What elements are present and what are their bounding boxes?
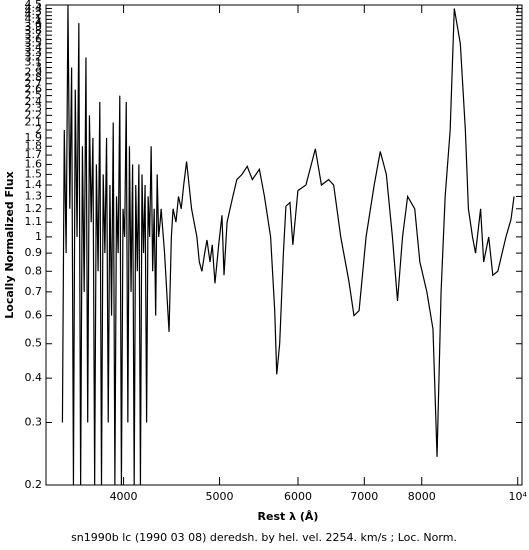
y-tick-label: 4.3 xyxy=(25,5,43,18)
y-tick-label: 4.1 xyxy=(25,12,43,25)
y-tick-label: 4.4 xyxy=(25,1,43,14)
x-tick-label: 4000 xyxy=(110,490,138,503)
y-tick-label: 3 xyxy=(35,61,42,74)
y-tick-label: 1 xyxy=(35,230,42,243)
x-tick-label: 7000 xyxy=(350,490,378,503)
y-tick-label: 2.4 xyxy=(25,95,43,108)
y-tick-label: 2.3 xyxy=(25,101,43,114)
spectrum-line xyxy=(61,5,515,485)
y-tick-label: 1.4 xyxy=(25,178,43,191)
x-tick-label: 10⁴ xyxy=(509,490,528,503)
y-tick-label: 1.6 xyxy=(25,157,43,170)
y-tick-label: 2.2 xyxy=(25,108,43,121)
y-tick-label: 3.4 xyxy=(25,41,43,54)
y-tick-label: 1.2 xyxy=(25,202,43,215)
y-tick-label: 2 xyxy=(35,123,42,136)
y-tick-label: 2.9 xyxy=(25,66,43,79)
y-tick-label: 1.9 xyxy=(25,131,43,144)
y-tick-label: 3.9 xyxy=(25,20,43,33)
y-tick-label: 0.2 xyxy=(25,478,43,491)
y-tick-label: 2.6 xyxy=(25,83,43,96)
x-tick-label: 6000 xyxy=(284,490,312,503)
y-tick-label: 0.5 xyxy=(25,337,43,350)
x-tick-label: 5000 xyxy=(206,490,234,503)
plot-area xyxy=(61,5,515,485)
y-tick-label: 2.8 xyxy=(25,71,43,84)
y-tick-label: 0.3 xyxy=(25,415,43,428)
y-tick-label: 2.1 xyxy=(25,115,43,128)
plot-frame xyxy=(45,4,523,486)
y-tick-label: 2.7 xyxy=(25,77,43,90)
y-tick-label: 0.6 xyxy=(25,309,43,322)
y-tick-label: 4 xyxy=(35,16,42,29)
y-tick-label: 3.3 xyxy=(25,46,43,59)
caption: sn1990b lc (1990 03 08) deredsh. by hel.… xyxy=(71,531,457,544)
y-tick-label: 0.7 xyxy=(25,285,43,298)
y-tick-label: 4.2 xyxy=(25,9,43,22)
y-tick-label: 1.1 xyxy=(25,215,43,228)
x-axis-label: Rest λ (Å) xyxy=(258,510,319,523)
y-tick-label: 3.6 xyxy=(25,32,43,45)
y-tick-label: 2.5 xyxy=(25,89,43,102)
y-tick-label: 3.7 xyxy=(25,28,43,41)
y-tick-label: 0.4 xyxy=(25,371,43,384)
y-tick-label: 3.1 xyxy=(25,55,43,68)
y-tick-label: 4.5 xyxy=(25,0,43,11)
y-axis-label: Locally Normalized Flux xyxy=(3,171,16,318)
y-tick-label: 1.8 xyxy=(25,139,43,152)
y-tick-label: 1.3 xyxy=(25,189,43,202)
x-tick-label: 8000 xyxy=(408,490,436,503)
y-tick-label: 1.5 xyxy=(25,167,43,180)
y-tick-label: 1.7 xyxy=(25,148,43,161)
y-tick-label: 0.8 xyxy=(25,264,43,277)
y-tick-label: 3.5 xyxy=(25,37,43,50)
y-tick-label: 3.8 xyxy=(25,24,43,37)
y-tick-label: 3.2 xyxy=(25,51,43,64)
y-tick-label: 0.9 xyxy=(25,246,43,259)
